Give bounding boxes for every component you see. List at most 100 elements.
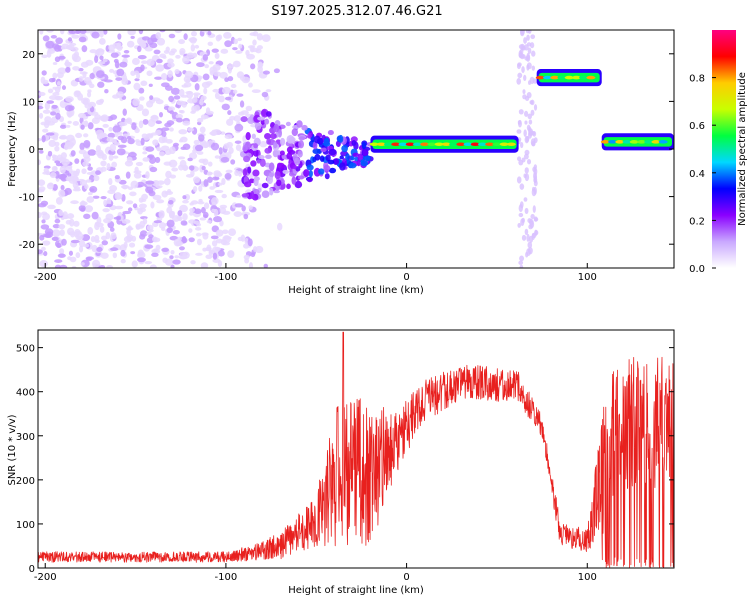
spectrogram-noise-blob [172, 259, 181, 265]
spectrogram-noise-blob [156, 58, 163, 64]
spectrogram-noise-blob [75, 168, 81, 174]
spectrogram-noise-blob [270, 133, 277, 140]
spectrogram-noise-blob [56, 242, 62, 249]
spectrogram-noise-blob [204, 64, 210, 69]
spectrogram-noise-blob [164, 122, 172, 128]
spectrogram-noise-blob [264, 132, 272, 140]
snr-panel: -200 -100 0 100 0 100 200 300 400 500 Height of … [7, 329, 675, 596]
spectrogram-noise-blob [83, 156, 91, 163]
spectrogram-noise-blob [92, 195, 100, 199]
spectrogram-ridge-cell [644, 140, 654, 144]
spectrogram-noise-blob [81, 97, 90, 105]
spectrogram-noise-blob [140, 137, 145, 146]
spectrogram-noise-blob [38, 179, 46, 186]
spectrogram-noise-blob [110, 247, 119, 251]
spectrogram-noise-blob [155, 185, 163, 189]
spectrogram-noise-blob [155, 64, 165, 72]
spectrogram-noise-blob [259, 158, 266, 168]
spectrogram-noise-blob [108, 177, 113, 186]
spectrogram-noise-blob [319, 155, 325, 162]
spectrogram-x-ticks: -200 -100 0 100 [34, 263, 597, 283]
spectrogram-noise-blob [320, 147, 327, 153]
spectrogram-noise-blob [198, 185, 203, 192]
spectrogram-noise-blob [106, 197, 112, 206]
spectrogram-noise-blob [49, 171, 57, 179]
spectrogram-noise-blob [54, 56, 61, 63]
spectrogram-noise-blob [145, 186, 154, 194]
spectrogram-noise-blob [95, 170, 101, 176]
spectrogram-noise-blob [202, 247, 207, 252]
spectrogram-noise-blob [71, 34, 80, 39]
spectrogram-noise-blob [161, 247, 169, 253]
spectrogram-noise-blob [206, 171, 213, 176]
spectrogram-noise-blob [327, 130, 334, 136]
spectrogram-noise-blob [41, 135, 46, 143]
spectrogram-noise-blob [85, 179, 92, 183]
spectrogram-noise-blob [328, 148, 337, 156]
spectrogram-noise-blob [130, 251, 136, 255]
spectrogram-noise-blob [248, 82, 253, 88]
spectrogram-noise-blob [532, 78, 538, 84]
spectrogram-noise-blob [169, 174, 177, 179]
spectrogram-noise-blob [83, 213, 91, 220]
spectrogram-noise-blob [149, 166, 158, 173]
spectrogram-ridge-cell [405, 142, 415, 147]
spectrogram-noise-blob [531, 232, 537, 239]
spectrogram-noise-blob [228, 146, 234, 155]
spectrogram-noise-blob [338, 134, 344, 143]
spectrogram-noise-blob [56, 81, 61, 86]
spectrogram-noise-blob [141, 108, 150, 117]
spectrogram-noise-blob [114, 174, 120, 180]
spectrogram-noise-blob [70, 150, 76, 157]
spectrogram-noise-blob [62, 211, 68, 219]
spectrogram-noise-blob [207, 161, 213, 167]
spectrogram-noise-blob [44, 228, 54, 236]
spectrogram-noise-blob [78, 76, 84, 82]
spectrogram-ridge-cell [369, 142, 379, 147]
spectrogram-noise-blob [307, 132, 312, 139]
spectrogram-noise-blob [182, 120, 191, 126]
spectrogram-noise-blob [194, 144, 204, 152]
spectrogram-noise-blob [125, 171, 131, 179]
spectrogram-noise-blob [139, 207, 146, 213]
spectrogram-noise-blob [194, 44, 200, 49]
spectrogram-noise-blob [149, 95, 154, 100]
spectrogram-noise-blob [92, 259, 101, 268]
spectrogram-noise-blob [214, 52, 220, 60]
spectrogram-noise-blob [38, 91, 46, 97]
spectrogram-noise-blob [126, 40, 135, 48]
spectrogram-noise-blob [223, 32, 232, 39]
spectrogram-noise-blob [527, 113, 532, 120]
spectrogram-noise-blob [220, 156, 230, 163]
spectrogram-noise-blob [186, 52, 195, 59]
spectrogram-noise-blob [180, 220, 188, 226]
spectrogram-noise-blob [200, 262, 209, 268]
spectrogram-noise-blob [109, 143, 117, 152]
spectrogram-noise-blob [158, 151, 165, 157]
spectrogram-noise-blob [236, 194, 242, 199]
spectrogram-noise-blob [75, 252, 81, 259]
spectrogram-noise-blob [169, 255, 174, 260]
spectrogram-noise-blob [211, 48, 219, 53]
spectrogram-noise-blob [232, 47, 238, 51]
spectrogram-noise-blob [523, 37, 527, 44]
spectrogram-noise-blob [59, 173, 67, 181]
colorbar-ticks: 0.0 0.2 0.4 0.6 0.8 [689, 74, 716, 275]
spectrogram-noise-blob [144, 46, 153, 52]
spectrogram-noise-blob [211, 197, 219, 205]
spectrogram-noise-blob [97, 151, 105, 159]
spectrogram-noise-blob [529, 220, 535, 229]
spectrogram-noise-blob [524, 207, 529, 214]
spectrogram-noise-blob [154, 76, 163, 80]
spectrogram-noise-blob [178, 110, 184, 114]
spectrogram-noise-blob [111, 161, 118, 168]
spectrogram-noise-blob [256, 33, 263, 41]
spectrogram-noise-blob [212, 252, 218, 260]
spectrogram-noise-blob [133, 170, 142, 174]
spectrogram-noise-blob [253, 177, 259, 187]
spectrogram-noise-blob [516, 176, 522, 184]
spectrogram-noise-blob [167, 58, 174, 64]
spectrogram-noise-blob [112, 42, 121, 49]
spectrogram-noise-blob [45, 132, 55, 136]
spectrogram-noise-blob [142, 157, 150, 162]
